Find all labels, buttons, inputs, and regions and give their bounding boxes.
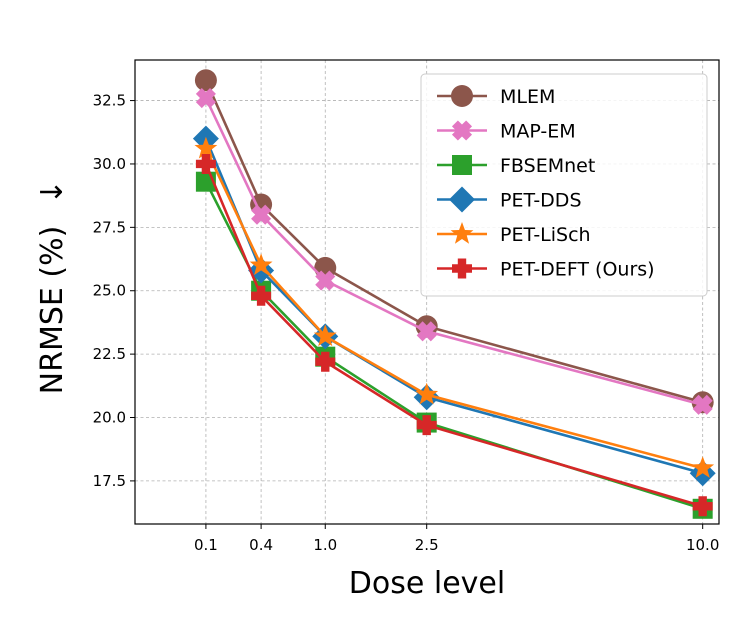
legend: MLEM MAP-EM FBSEMnet PET-DDS PET-LiSch PET-DE… bbox=[420, 73, 708, 297]
y-tick-label: 30.0 bbox=[93, 155, 126, 173]
series-map-em bbox=[195, 87, 713, 415]
data-point bbox=[313, 324, 337, 347]
data-point bbox=[194, 136, 218, 159]
ticks: 0.1 0.4 1.0 2.5 10.0 17.5 20.0 22.5 25.0 27.5 30.0… bbox=[93, 92, 720, 554]
data-point bbox=[249, 253, 273, 276]
y-tick-label: 25.0 bbox=[93, 282, 126, 300]
x-tick-label: 2.5 bbox=[415, 536, 439, 554]
legend-label: PET-DEFT (Ours) bbox=[500, 259, 655, 281]
legend-marker bbox=[452, 258, 472, 279]
data-point bbox=[315, 351, 336, 372]
data-point bbox=[692, 394, 713, 415]
y-axis-down-arrow: ↓ bbox=[35, 179, 70, 204]
data-point bbox=[251, 285, 272, 306]
data-point bbox=[415, 382, 439, 405]
legend-frame bbox=[420, 73, 708, 297]
legend-marker bbox=[452, 155, 472, 175]
series-pet-deft-ours bbox=[195, 153, 713, 517]
y-tick-label: 17.5 bbox=[93, 472, 126, 490]
legend-item: MLEM bbox=[437, 85, 555, 108]
data-point bbox=[416, 321, 437, 342]
series-pet-lisch bbox=[194, 136, 715, 478]
data-point bbox=[416, 415, 437, 436]
data-point bbox=[195, 87, 216, 109]
legend-marker bbox=[451, 85, 473, 107]
data-point bbox=[195, 153, 216, 174]
data-point bbox=[315, 270, 336, 291]
x-tick-label: 10.0 bbox=[686, 536, 719, 554]
legend-item: MAP-EM bbox=[437, 120, 576, 143]
y-axis-label-group: NRMSE (%) ↓ bbox=[35, 179, 70, 394]
legend-marker bbox=[451, 120, 473, 141]
legend-item: PET-LiSch bbox=[437, 222, 591, 246]
legend-item: PET-DEFT (Ours) bbox=[437, 258, 655, 281]
x-tick-label: 0.1 bbox=[194, 536, 218, 554]
legend-label: FBSEMnet bbox=[500, 155, 595, 177]
data-point bbox=[194, 69, 217, 92]
legend-label: MAP-EM bbox=[500, 121, 576, 143]
x-axis-label: Dose level bbox=[349, 566, 505, 601]
legend-label: PET-DDS bbox=[500, 190, 582, 212]
data-point bbox=[691, 456, 715, 478]
data-point bbox=[251, 204, 272, 225]
legend-marker bbox=[449, 186, 475, 213]
y-tick-label: 27.5 bbox=[93, 218, 126, 236]
legend-marker bbox=[450, 222, 474, 244]
x-tick-label: 1.0 bbox=[313, 536, 337, 554]
y-tick-label: 20.0 bbox=[93, 409, 126, 427]
y-tick-label: 32.5 bbox=[93, 92, 126, 110]
y-axis-label: NRMSE (%) bbox=[35, 226, 70, 395]
legend-item: PET-DDS bbox=[437, 186, 582, 213]
series-layer bbox=[192, 69, 716, 519]
data-point bbox=[692, 496, 713, 517]
x-tick-label: 0.4 bbox=[249, 536, 273, 554]
legend-label: PET-LiSch bbox=[500, 224, 591, 246]
legend-label: MLEM bbox=[500, 86, 555, 108]
y-tick-label: 22.5 bbox=[93, 345, 126, 363]
legend-item: FBSEMnet bbox=[437, 155, 595, 177]
